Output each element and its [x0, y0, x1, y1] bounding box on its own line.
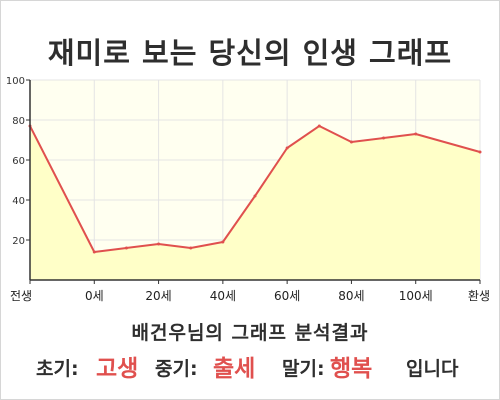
verdict-ending: 입니다: [406, 358, 459, 380]
early-label: 초기:: [36, 358, 79, 380]
y-tick-label: 80: [12, 116, 25, 127]
data-point: [253, 194, 257, 198]
area-fill: [30, 126, 480, 280]
data-point: [124, 246, 128, 250]
x-tick-label: 0세: [85, 289, 104, 303]
analysis-verdict: 초기: 고생 중기: 출세 말기: 행복 입니다: [0, 346, 500, 382]
y-tick-label: 100: [6, 76, 25, 87]
data-point: [189, 246, 193, 250]
y-tick-label: 20: [12, 236, 25, 247]
data-point: [285, 146, 289, 150]
x-tick-label: 20세: [145, 289, 171, 303]
data-point: [382, 136, 386, 140]
late-label: 말기:: [282, 358, 325, 380]
x-tick-label: 60세: [274, 289, 300, 303]
x-tick-label: 환생: [468, 289, 490, 303]
early-value: 고생: [96, 356, 139, 382]
mid-value: 출세: [213, 356, 256, 382]
late-value: 행복: [330, 356, 373, 382]
y-tick-label: 60: [12, 156, 25, 167]
analysis-summary: 배건우님의 그래프 분석결과: [131, 322, 369, 344]
data-point: [349, 140, 353, 144]
data-point: [92, 250, 96, 254]
data-point: [478, 150, 482, 154]
mid-label: 중기:: [155, 358, 198, 380]
page-title: 재미로 보는 당신의 인생 그래프: [47, 36, 453, 70]
x-tick-label: 40세: [210, 289, 236, 303]
data-point: [317, 124, 321, 128]
chart-axes: [26, 79, 481, 284]
data-point: [157, 242, 161, 246]
y-tick-label: 40: [12, 196, 25, 207]
x-tick-label: 100세: [399, 289, 433, 303]
x-tick-label: 전생: [10, 289, 32, 303]
data-point: [414, 132, 418, 136]
x-tick-label: 80세: [338, 289, 364, 303]
data-point: [221, 240, 225, 244]
chart-labels: 20 40 60 80 100 전생 0세 20세 40세 60세 80세 100세 환생: [6, 76, 490, 303]
